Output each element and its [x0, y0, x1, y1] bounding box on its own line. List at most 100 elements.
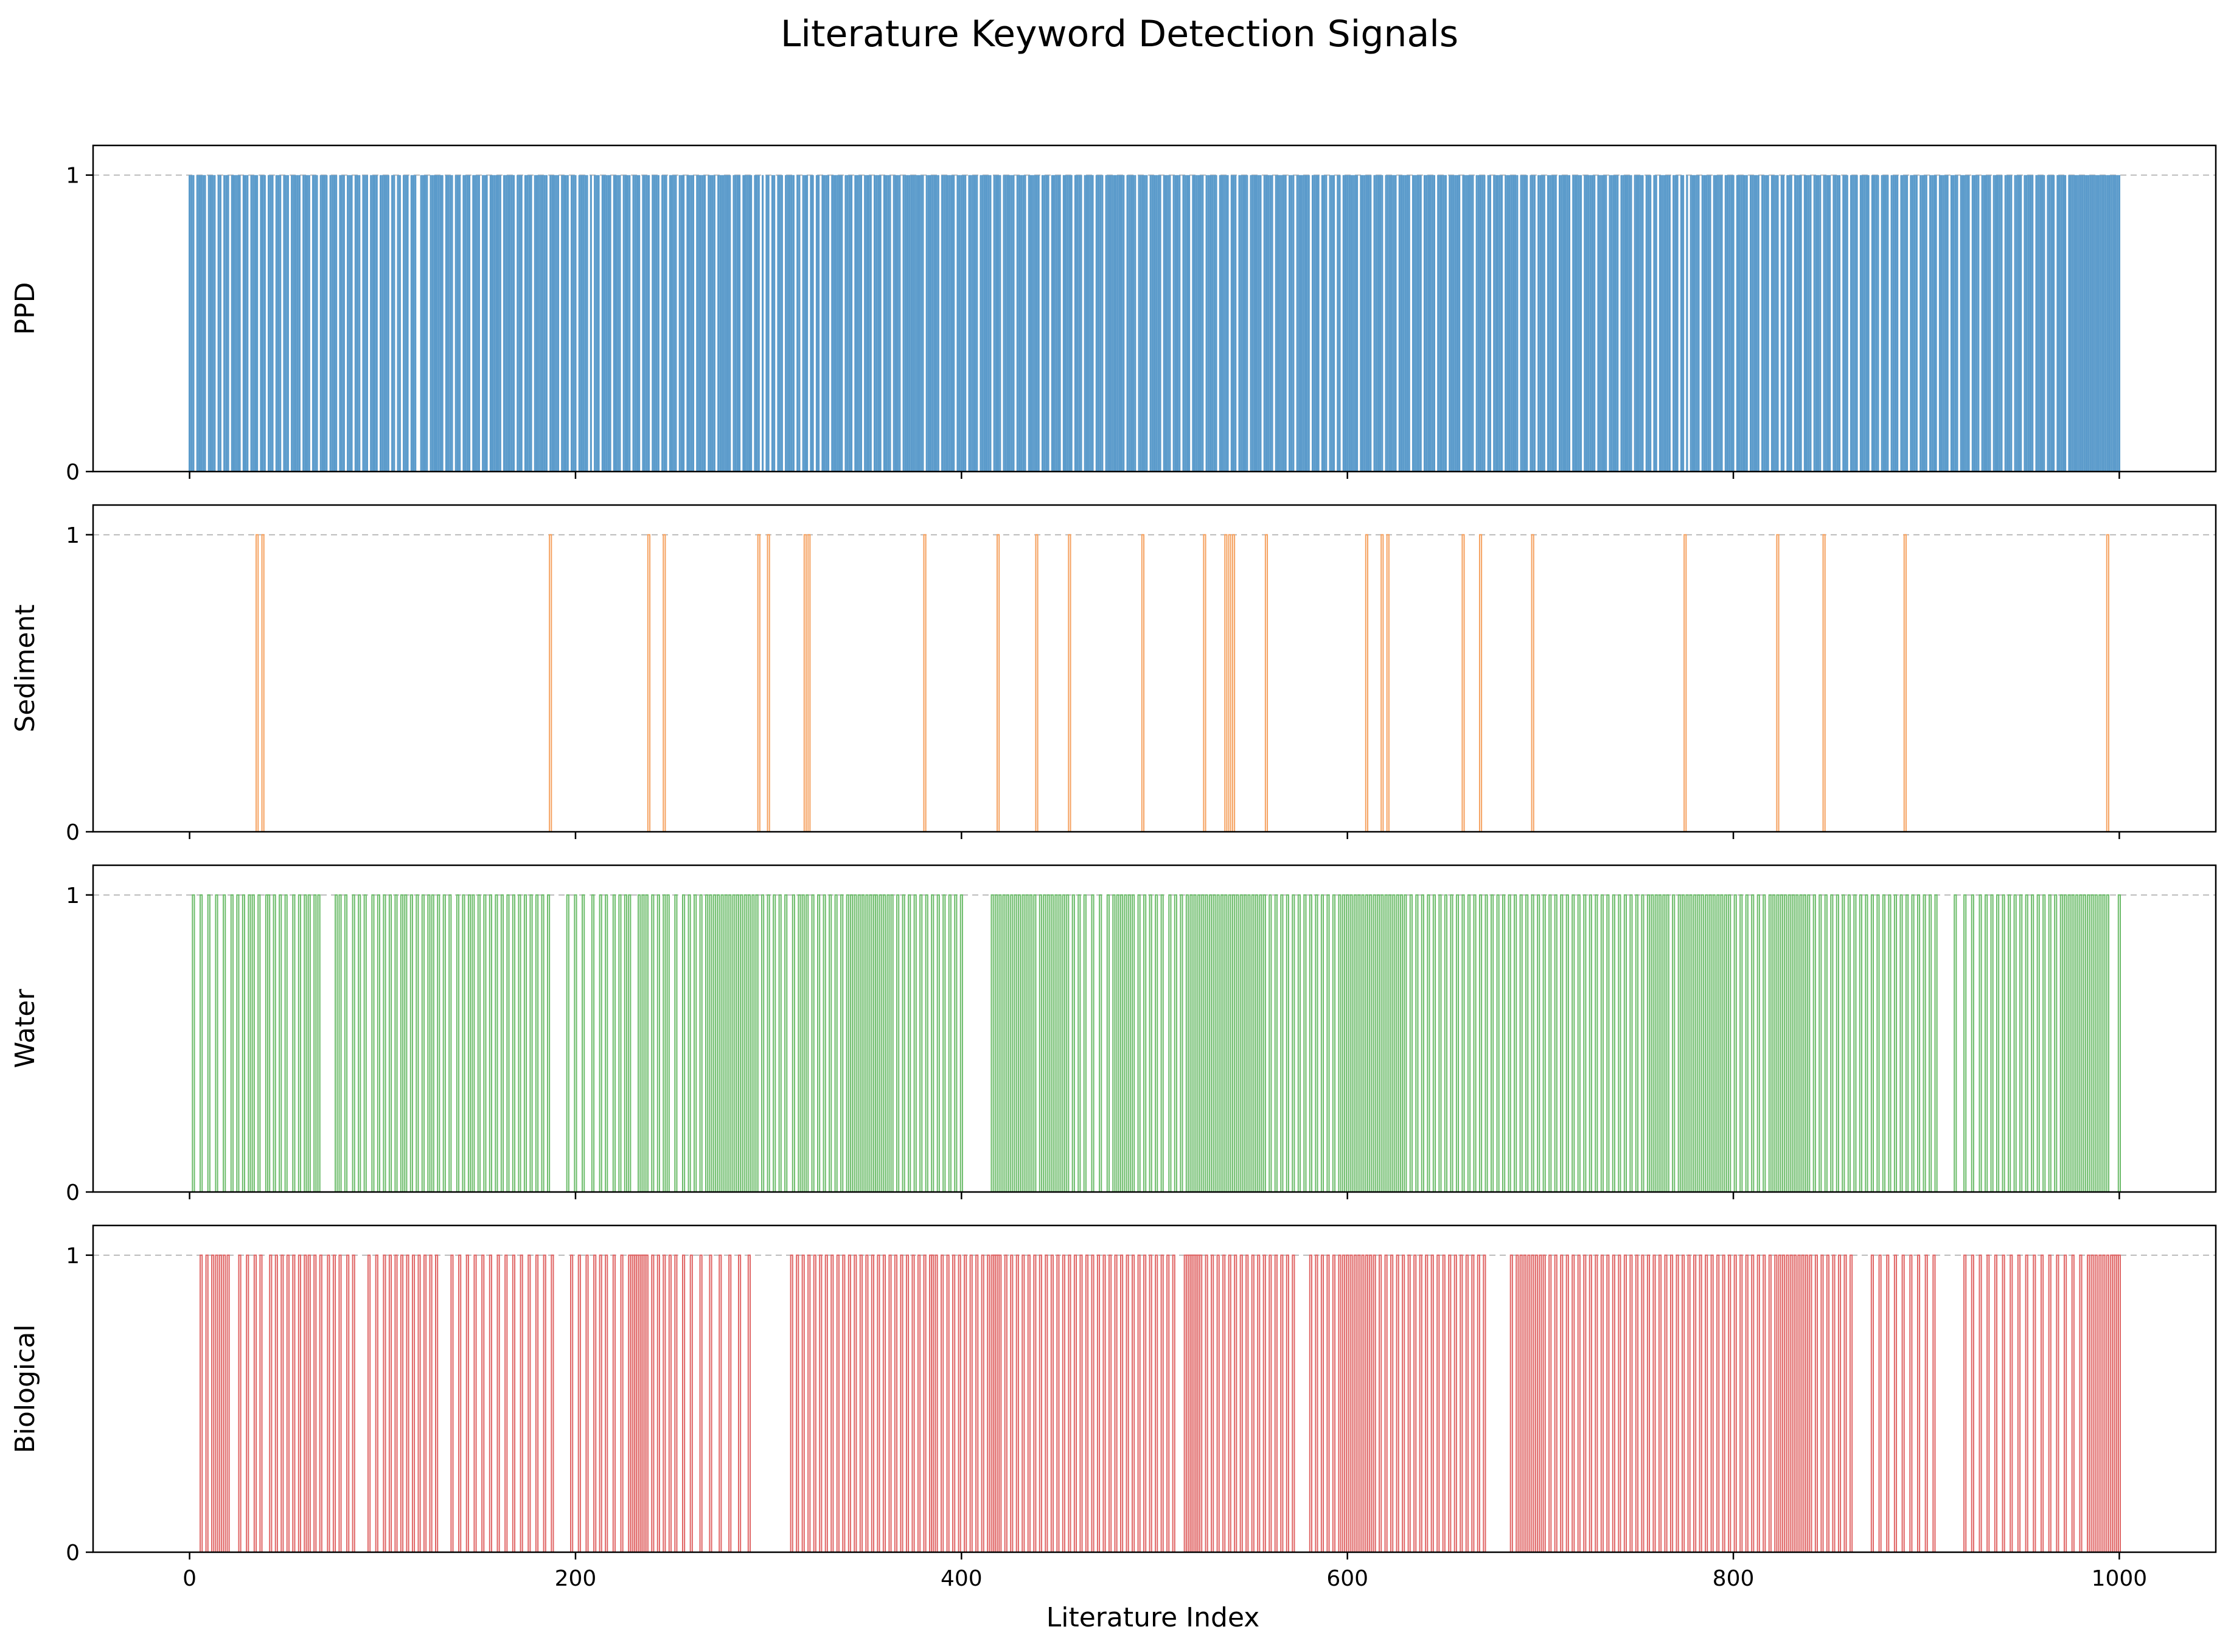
bar: [1099, 175, 1102, 472]
bar: [1375, 175, 1377, 472]
chart-panels: 0 1 PPD 0 1 Sediment 0 1 Water 0 1 Biological 0 200 40…: [10, 144, 2217, 1591]
bar: [244, 175, 247, 472]
bar: [636, 175, 639, 472]
bar: [1338, 175, 1341, 472]
bar: [1053, 175, 1056, 472]
bar: [1938, 175, 1941, 472]
bar: [883, 175, 886, 472]
bar: [1894, 175, 1897, 472]
bar: [2058, 175, 2061, 472]
bar: [1300, 175, 1303, 472]
bar: [1059, 175, 1061, 472]
bar: [2108, 175, 2111, 472]
bar: [2078, 175, 2080, 472]
bar: [597, 175, 600, 472]
bar: [1172, 175, 1175, 472]
bar: [1931, 175, 1933, 472]
panel-sediment: 0 1 Sediment: [10, 504, 2217, 845]
bar: [1194, 175, 1196, 472]
bar: [1223, 175, 1225, 472]
bar: [316, 175, 318, 472]
bar: [1701, 175, 1704, 472]
bar: [1213, 175, 1216, 472]
bar: [580, 175, 583, 472]
bar: [788, 175, 791, 472]
bar: [673, 175, 675, 472]
bar: [2101, 175, 2103, 472]
bar: [1230, 175, 1233, 472]
bar: [968, 175, 970, 472]
bar: [823, 175, 826, 472]
bar: [1120, 175, 1123, 472]
bar: [1576, 175, 1578, 472]
bar: [1626, 175, 1629, 472]
y-tick-label: 1: [66, 164, 80, 189]
bar: [347, 175, 349, 472]
bar: [899, 175, 901, 472]
bar: [831, 175, 834, 472]
bar: [2027, 175, 2030, 472]
bar: [285, 175, 287, 472]
bar: [1763, 175, 1766, 472]
bar: [1854, 175, 1856, 472]
bar: [217, 175, 220, 472]
bar: [275, 175, 277, 472]
bar: [1379, 175, 1382, 472]
panel-ppd: 0 1 PPD: [10, 144, 2217, 485]
bar: [2052, 175, 2055, 472]
bar: [1418, 175, 1420, 472]
bar: [1946, 175, 1949, 472]
bar: [624, 175, 627, 472]
bar: [910, 175, 913, 472]
bar: [497, 175, 499, 472]
bar: [262, 175, 264, 472]
bar: [2072, 175, 2074, 472]
bar: [1846, 175, 1848, 472]
x-axis-label: Literature Index: [1046, 1602, 1260, 1633]
bar: [1306, 175, 1308, 472]
bar: [1875, 175, 1878, 472]
y-axis-label: PPD: [10, 282, 41, 335]
bar: [254, 175, 257, 472]
bar: [1617, 175, 1619, 472]
bar: [1796, 175, 1798, 472]
bar: [1745, 175, 1748, 472]
bar: [1006, 175, 1009, 472]
bar: [499, 175, 501, 472]
bar: [879, 175, 882, 472]
bar: [1516, 175, 1519, 472]
y-axis-label: Water: [10, 989, 41, 1068]
bar: [1209, 175, 1212, 472]
bar: [1184, 175, 1186, 472]
bar: [989, 175, 992, 472]
bar: [594, 175, 596, 472]
bar: [1641, 175, 1644, 472]
bar: [1132, 175, 1135, 472]
bar: [2087, 175, 2090, 472]
bar: [1317, 175, 1320, 472]
bar: [324, 175, 326, 472]
bar: [1360, 175, 1362, 472]
bar: [1520, 175, 1522, 472]
bar: [917, 175, 921, 472]
bar: [1915, 175, 1918, 472]
bar: [1825, 175, 1827, 472]
bar: [1800, 175, 1802, 472]
bar: [1892, 175, 1895, 472]
bar: [1265, 175, 1268, 472]
bar: [1966, 175, 1968, 472]
bar: [1882, 175, 1885, 472]
bar: [1506, 175, 1509, 472]
bar: [1826, 175, 1829, 472]
bar: [1406, 175, 1408, 472]
bar: [1910, 175, 1912, 472]
bar: [1676, 175, 1679, 472]
bar: [391, 175, 394, 472]
bar: [1464, 175, 1466, 472]
bar: [250, 175, 252, 472]
bar: [1834, 175, 1837, 472]
bar: [869, 175, 872, 472]
bar: [1470, 175, 1472, 472]
bar: [1225, 175, 1227, 472]
bar: [1394, 175, 1397, 472]
